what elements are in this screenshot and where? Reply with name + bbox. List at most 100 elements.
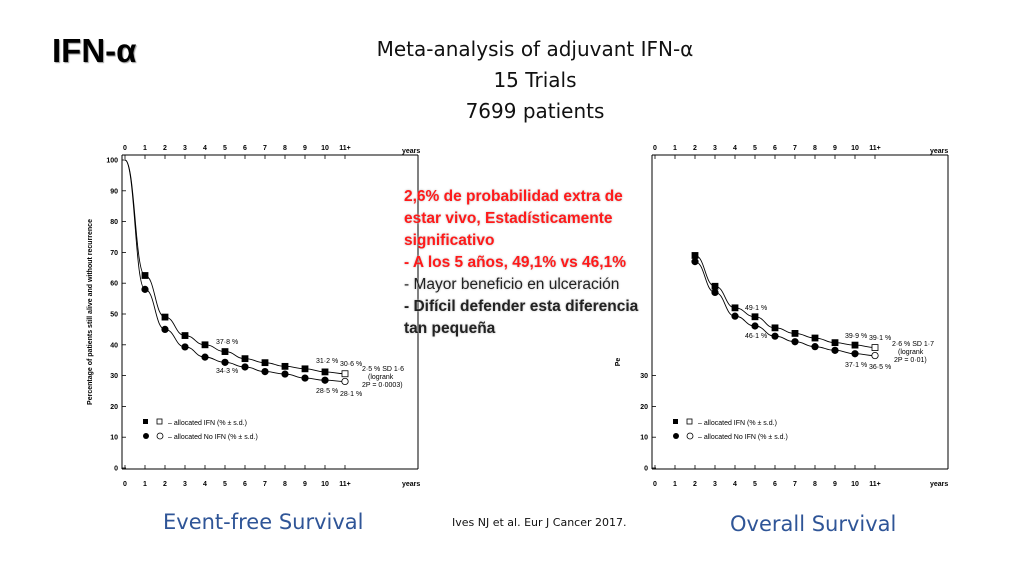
- data-point-ifn: [241, 355, 249, 363]
- data-point-no-ifn: [771, 332, 779, 340]
- x-tick-label: 3: [183, 481, 187, 488]
- x-tick-label: 9: [303, 145, 307, 152]
- data-point-no-ifn: [141, 285, 149, 293]
- annotation: 28·1 %: [340, 391, 362, 398]
- data-point-ifn: [181, 332, 189, 339]
- x-tick-label: 1: [143, 481, 147, 488]
- data-point-ifn: [771, 324, 779, 332]
- annotation: 39·9 %: [845, 333, 867, 340]
- data-point-ifn: [831, 339, 839, 347]
- y-tick-label: 0: [114, 466, 118, 473]
- data-point-ifn: [751, 313, 759, 321]
- data-point-ifn: [341, 370, 349, 378]
- annotation: 36·5 %: [869, 364, 891, 371]
- stat-annotation: 2P = 0·01): [894, 357, 927, 364]
- data-point-ifn: [141, 272, 149, 279]
- data-point-no-ifn: [811, 343, 819, 351]
- x-tick-label: 0: [653, 481, 657, 488]
- x-tick-label: 0: [123, 145, 127, 152]
- x-tick-label: 10: [851, 481, 859, 488]
- data-point-ifn: [281, 362, 289, 370]
- x-axis-label-top: years: [930, 148, 948, 155]
- x-tick-label: 4: [203, 145, 207, 152]
- data-point-no-ifn: [851, 350, 859, 358]
- legend-marker-filled-circle: [673, 433, 679, 439]
- citation: Ives NJ et al. Eur J Cancer 2017.: [452, 516, 627, 529]
- y-axis-label: Percentage of patients still alive and w…: [87, 219, 94, 405]
- slide-title: Meta-analysis of adjuvant IFN-α 15 Trial…: [300, 34, 770, 127]
- x-tick-label: 5: [753, 145, 757, 152]
- data-point-ifn: [321, 368, 329, 376]
- y-tick-label: 70: [110, 250, 118, 257]
- annotation: 30·6 %: [340, 361, 362, 368]
- x-tick-label: 1: [673, 481, 677, 488]
- x-tick-label: 6: [243, 145, 247, 152]
- x-tick-label: 11+: [339, 145, 351, 152]
- x-tick-label: 9: [833, 481, 837, 488]
- x-tick-label: 2: [693, 145, 697, 152]
- callout-line: - A los 5 años, 49,1% vs 46,1%: [404, 254, 626, 271]
- data-point-ifn: [791, 330, 799, 337]
- x-tick-label: 3: [713, 481, 717, 488]
- callout-line: tan pequeña: [404, 320, 496, 337]
- y-tick-label: 100: [106, 158, 118, 165]
- x-axis-label-bottom: years: [930, 481, 948, 488]
- annotation: 28·5 %: [316, 388, 338, 395]
- data-point-ifn: [201, 341, 209, 349]
- x-axis-label-bottom: years: [402, 481, 420, 488]
- x-tick-label: 5: [223, 145, 227, 152]
- data-point-ifn: [711, 282, 719, 290]
- data-point-no-ifn: [711, 288, 719, 297]
- x-tick-label: 8: [283, 481, 287, 488]
- data-point-no-ifn: [241, 363, 249, 371]
- legend-marker-open-circle: [686, 432, 694, 440]
- legend-marker-filled-square: [673, 419, 678, 424]
- data-point-no-ifn: [731, 312, 739, 320]
- stat-annotation: (logrank: [368, 374, 394, 381]
- callout-line: significativo: [404, 232, 495, 249]
- stat-annotation: 2·6 % SD 1·7: [892, 341, 934, 348]
- annotation: 37·1 %: [845, 362, 867, 369]
- caption-event-free: Event-free Survival: [163, 510, 364, 534]
- stat-annotation: 2P = 0·0003): [362, 382, 403, 389]
- data-point-no-ifn: [221, 358, 229, 366]
- data-point-no-ifn: [301, 374, 309, 382]
- y-tick-label: 10: [110, 435, 118, 442]
- x-tick-label: 5: [223, 481, 227, 488]
- annotation: 46·1 %: [745, 333, 767, 340]
- x-tick-label: 1: [143, 145, 147, 152]
- x-tick-label: 9: [303, 481, 307, 488]
- callout-line: 2,6% de probabilidad extra de: [404, 188, 623, 205]
- data-point-ifn: [261, 359, 269, 367]
- data-point-ifn: [161, 313, 169, 321]
- x-tick-label: 0: [123, 481, 127, 488]
- y-tick-label: 30: [640, 373, 648, 380]
- data-point-ifn: [691, 252, 699, 259]
- data-point-no-ifn: [201, 353, 209, 361]
- series-line: [694, 261, 876, 357]
- x-tick-label: 6: [773, 481, 777, 488]
- x-tick-label: 2: [163, 481, 167, 488]
- annotation: 49·1 %: [745, 305, 767, 312]
- slide-label: IFN-α: [52, 32, 137, 69]
- x-tick-label: 8: [813, 481, 817, 488]
- x-tick-label: 11+: [869, 145, 881, 152]
- legend-marker-filled-square: [143, 419, 148, 424]
- caption-overall: Overall Survival: [730, 512, 897, 536]
- data-point-ifn: [851, 341, 859, 349]
- x-tick-label: 4: [733, 481, 737, 488]
- data-point-no-ifn: [871, 351, 879, 360]
- x-tick-label: 2: [163, 145, 167, 152]
- legend-label-no-ifn: – allocated No IFN (% ± s.d.): [168, 434, 258, 441]
- x-tick-label: 7: [263, 145, 267, 152]
- y-tick-label: 50: [110, 312, 118, 319]
- data-point-no-ifn: [341, 377, 349, 386]
- x-tick-label: 7: [263, 481, 267, 488]
- x-tick-label: 4: [203, 481, 207, 488]
- data-point-no-ifn: [181, 343, 189, 351]
- stat-annotation: (logrank: [898, 349, 924, 356]
- annotation: 31·2 %: [316, 358, 338, 365]
- callout-line: estar vivo, Estadísticamente: [404, 210, 613, 227]
- data-point-ifn: [811, 334, 819, 342]
